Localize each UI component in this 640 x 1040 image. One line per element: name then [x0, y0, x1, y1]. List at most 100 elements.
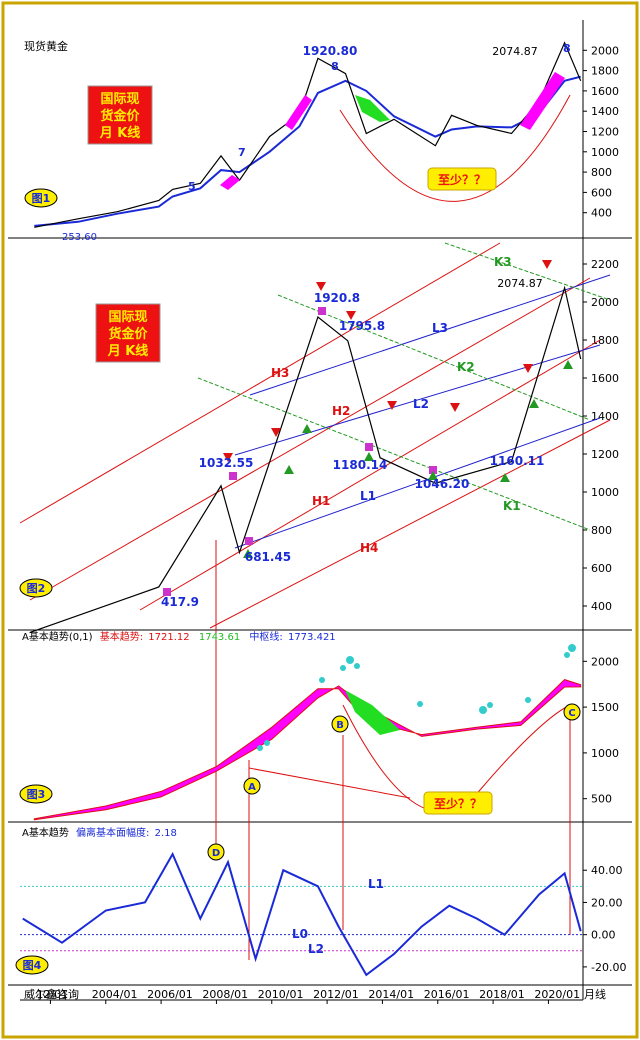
ticks3-tick-label: 1000	[591, 747, 619, 760]
ticks2-tick-label: 2200	[591, 258, 619, 271]
marker-A: A	[243, 777, 261, 795]
line-label-L1: L1	[360, 489, 376, 503]
panel1-banner-line-2: 货金价	[100, 108, 140, 124]
svg-text:图4: 图4	[23, 959, 42, 972]
panel1-green-band	[355, 95, 390, 122]
panel3-trend-band	[33, 679, 582, 821]
p2-label-417: 417.9	[161, 595, 199, 609]
panel1-magenta-3	[520, 72, 565, 130]
panel1-magenta-2	[285, 95, 312, 130]
ticks2-tick-label: 1000	[591, 486, 619, 499]
panel1-badge: 图1	[24, 188, 58, 208]
panel3-cyan-dots	[257, 644, 576, 751]
line-label-H4: H4	[360, 541, 378, 555]
channel-L1	[234, 417, 601, 549]
ticks2-tick-label: 1800	[591, 334, 619, 347]
svg-text:C: C	[568, 708, 575, 719]
panel4-badge: 图4	[15, 955, 49, 975]
panel2-markers	[163, 260, 573, 596]
panel4-deviation-line	[22, 851, 582, 977]
channel-K1	[197, 377, 591, 531]
ticks2-tick-label: 600	[591, 562, 612, 575]
x-tick-label: 2016/01	[424, 988, 470, 1001]
ticks2-tick-label: 400	[591, 600, 612, 613]
svg-text:D: D	[212, 848, 220, 859]
panel1-title: 现货黄金	[24, 39, 68, 53]
panel2-banner-line-3: 月 K线	[107, 343, 149, 359]
line-label-K3: K3	[494, 255, 512, 269]
ticks2-tick-label: 2000	[591, 296, 619, 309]
panel1-banner: 国际现 货金价 月 K线	[87, 85, 153, 145]
panel1-ath-wave: 8	[563, 42, 571, 55]
ticks4-tick-label: 20.00	[591, 896, 623, 909]
x-tick-label: 2020/01	[534, 988, 580, 1001]
ticks1-tick-label: 1200	[591, 126, 619, 139]
panel3-y-axis: 2000 1500 1000 500	[583, 655, 619, 806]
line-label-K2: K2	[457, 360, 475, 374]
p2-label-1180: 1180.14	[333, 458, 388, 472]
ticks1-tick-label: 800	[591, 166, 612, 179]
panel2-banner: 国际现 货金价 月 K线	[95, 303, 161, 363]
p2-label-2074: 2074.87	[497, 277, 543, 290]
panel1-ma-line	[34, 75, 581, 227]
ticks1-tick-label: 2000	[591, 44, 619, 57]
x-tick-label: 2014/01	[368, 988, 414, 1001]
panel1-banner-line-3: 月 K线	[99, 125, 141, 141]
channel-K3	[444, 242, 611, 301]
marker-B: B	[331, 715, 349, 733]
line-label-H3: H3	[271, 366, 289, 380]
p2-label-681: 681.45	[245, 550, 291, 564]
channel-K2	[277, 294, 591, 421]
panel2-y-axis: 2200 2000 1800 1600 1400 1200 1000 800 600 400	[583, 258, 619, 613]
panel4-label-L0: L0	[292, 927, 308, 941]
panel3-green-band	[345, 690, 400, 735]
svg-text:图2: 图2	[27, 582, 46, 595]
footer-source: 威尔鑫咨询	[24, 987, 79, 1001]
p2-label-1920: 1920.8	[314, 291, 360, 305]
ticks2-tick-label: 1600	[591, 372, 619, 385]
ticks1-tick-label: 1400	[591, 105, 619, 118]
panel2-banner-line-2: 货金价	[108, 326, 148, 342]
channel-H1	[139, 339, 601, 611]
p2-label-1160: 1160.11	[490, 454, 545, 468]
x-tick-label: 2008/01	[202, 988, 248, 1001]
ticks2-tick-label: 800	[591, 524, 612, 537]
panel2-price-line	[29, 285, 582, 634]
marker-D: D	[207, 843, 225, 861]
x-tick-label: 2012/01	[313, 988, 359, 1001]
panel1-callout: 至少？？	[427, 167, 497, 191]
panel1-high-label: 1920.80	[303, 44, 358, 58]
ticks1-tick-label: 600	[591, 186, 612, 199]
line-label-L2: L2	[413, 397, 429, 411]
ticks1-tick-label: 1600	[591, 85, 619, 98]
x-tick-label: 12/01	[36, 988, 68, 1001]
marker-C: C	[563, 703, 581, 721]
ticks3-tick-label: 1500	[591, 701, 619, 714]
panel4-label-L1: L1	[368, 877, 384, 891]
panel2-banner-line-1: 国际现	[108, 310, 147, 325]
panel1-ath-label: 2074.87	[492, 45, 538, 58]
panel1-wave-5: 5	[188, 180, 196, 193]
x-tick-label: 2018/01	[479, 988, 525, 1001]
x-tick-label: 2010/01	[258, 988, 304, 1001]
panel1-bowl-curve	[339, 94, 571, 202]
p2-label-1046: 1046.20	[415, 477, 470, 491]
panel1-high-wave: 8	[331, 60, 339, 73]
panel2-badge: 图2	[19, 578, 53, 598]
channel-H2	[29, 277, 591, 601]
svg-text:图3: 图3	[27, 788, 46, 801]
x-tick-label: 2006/01	[147, 988, 193, 1001]
line-label-L3: L3	[432, 321, 448, 335]
line-label-H1: H1	[312, 494, 330, 508]
ticks1-tick-label: 1800	[591, 65, 619, 78]
panel4-header: A基本趋势 偏离基本面幅度: 2.18	[22, 826, 177, 839]
ticks1-tick-label: 1000	[591, 146, 619, 159]
ticks4-tick-label: -20.00	[591, 961, 626, 974]
channel-H4	[209, 419, 611, 629]
ticks1-tick-label: 400	[591, 207, 612, 220]
panel3-header: A基本趋势(0,1) 基本趋势: 1721.12 1743.61 中枢线: 17…	[22, 630, 336, 643]
panel4-label-L2: L2	[308, 942, 324, 956]
